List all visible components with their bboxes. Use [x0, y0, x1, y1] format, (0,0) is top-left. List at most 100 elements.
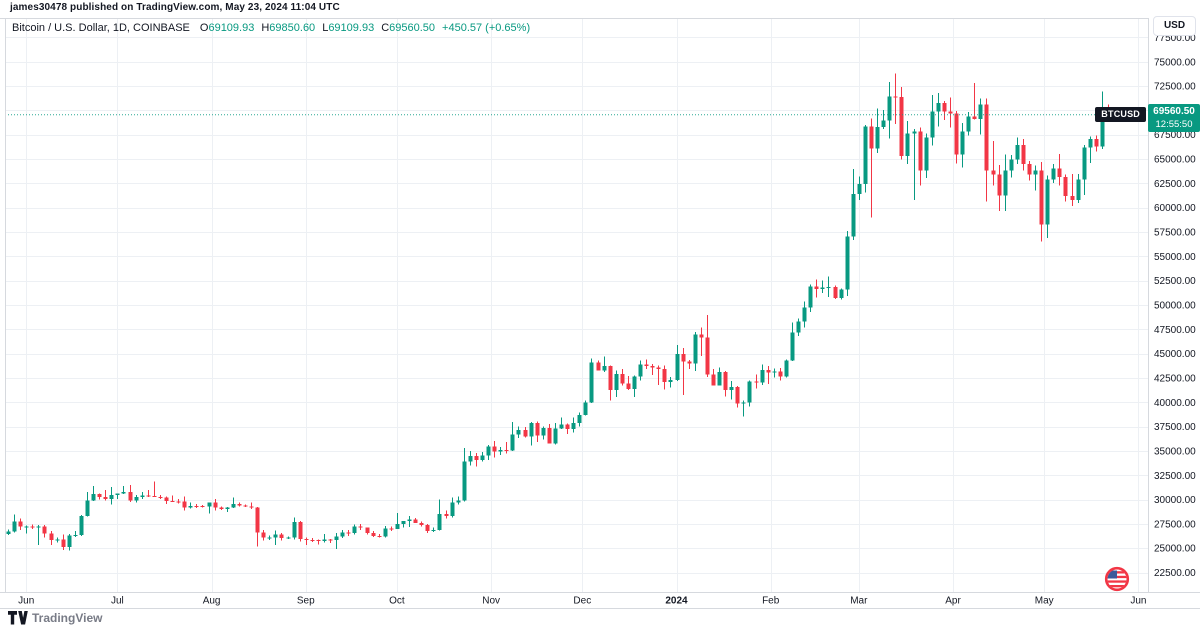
candle-body — [735, 386, 740, 404]
currency-button[interactable]: USD — [1153, 16, 1196, 36]
candle-body — [352, 526, 357, 533]
candle-body — [79, 515, 84, 536]
candle-body — [839, 289, 844, 298]
month-label: Jun — [18, 596, 34, 607]
candle-body — [954, 113, 959, 155]
candle-body — [316, 540, 321, 542]
candle-body — [1015, 145, 1020, 160]
candle-body — [960, 131, 965, 155]
candle-body — [820, 287, 825, 289]
candle-body — [121, 491, 126, 494]
candle-body — [49, 533, 54, 540]
symbol-title: Bitcoin / U.S. Dollar, 1D, COINBASE — [12, 22, 190, 34]
candle-body — [492, 446, 497, 452]
month-label: Mar — [850, 596, 868, 607]
tradingview-logo-icon[interactable] — [8, 611, 28, 625]
candle-body — [437, 513, 442, 531]
candle-body — [1063, 176, 1068, 197]
candle-body — [784, 360, 789, 377]
candle-body — [200, 506, 205, 508]
candle-body — [67, 535, 72, 547]
candle-body — [918, 131, 923, 171]
candle-body — [547, 427, 552, 444]
candle-body — [334, 536, 339, 541]
symbol-legend[interactable]: Bitcoin / U.S. Dollar, 1D, COINBASE O6910… — [12, 22, 530, 34]
open-label: O — [199, 22, 209, 34]
candle-body — [948, 111, 953, 114]
candle-body — [194, 505, 199, 507]
candle-body — [322, 539, 327, 541]
candle-body — [796, 321, 801, 333]
candle-body — [407, 519, 412, 522]
change-value: +450.57 (+0.65%) — [442, 22, 531, 34]
candle-body — [504, 450, 509, 452]
candle-body — [42, 526, 47, 534]
candle-body — [255, 507, 260, 533]
candle-body — [207, 502, 212, 507]
candle-body — [425, 524, 430, 532]
candle-body — [298, 521, 303, 540]
candle-body — [778, 371, 783, 377]
candle-body — [36, 526, 41, 528]
candle-body — [103, 496, 108, 499]
candle-body — [936, 102, 941, 112]
candle-body — [1027, 163, 1032, 175]
candle-body — [772, 371, 777, 373]
candle-body — [97, 494, 102, 497]
candle-body — [6, 531, 11, 535]
candle-body — [802, 307, 807, 322]
candle-body — [596, 362, 601, 371]
candle-body — [389, 528, 394, 530]
candle-body — [1094, 139, 1099, 147]
candle-body — [942, 102, 947, 112]
y-tick-label: 30000.00 — [1154, 495, 1196, 506]
candle-body — [371, 532, 376, 537]
candle-body — [863, 126, 868, 184]
candle-body — [401, 521, 406, 524]
candle-body — [249, 506, 254, 508]
y-tick-label: 52500.00 — [1154, 276, 1196, 287]
candle-body — [55, 539, 60, 541]
tradingview-brand[interactable]: TradingView — [32, 611, 103, 625]
high-label: H — [261, 22, 270, 34]
month-label: Feb — [762, 596, 780, 607]
y-tick-label: 55000.00 — [1154, 252, 1196, 263]
year-label: 2024 — [665, 596, 688, 607]
candle-body — [1045, 179, 1050, 225]
candle-body — [833, 287, 838, 298]
candle-body — [905, 133, 910, 157]
candle-body — [237, 503, 242, 506]
y-tick-label: 35000.00 — [1154, 446, 1196, 457]
last-price-label[interactable]: 69560.50 12:55:50 — [1148, 104, 1200, 132]
y-tick-label: 67500.00 — [1154, 130, 1196, 141]
candle-body — [12, 521, 17, 532]
candle-body — [450, 502, 455, 516]
candle-body — [164, 497, 169, 501]
candle-body — [358, 526, 363, 528]
month-label: Oct — [389, 596, 405, 607]
time-scale-labels[interactable]: Jun Jul Aug Sep Oct Nov Dec 2024 Feb Mar Apr May Jun — [18, 596, 1146, 607]
candle-body — [717, 372, 722, 386]
candle-body — [535, 422, 540, 436]
month-label: Dec — [573, 596, 591, 607]
candle-body — [73, 535, 78, 537]
candle-body — [583, 402, 588, 416]
candle-body — [219, 507, 224, 509]
candle-body — [529, 422, 534, 437]
candle-body — [1039, 170, 1044, 225]
candle-body — [24, 526, 29, 528]
candle-body — [675, 354, 680, 381]
candle-body — [705, 337, 710, 375]
candle-body — [377, 536, 382, 538]
y-tick-label: 27500.00 — [1154, 519, 1196, 530]
candle-body — [608, 366, 613, 391]
candle-body — [881, 120, 886, 127]
candle-body — [662, 368, 667, 383]
candle-body — [1088, 139, 1093, 148]
candle-body — [304, 539, 309, 541]
candle-body — [365, 527, 370, 533]
candle-body — [997, 174, 1002, 196]
candle-body — [61, 539, 66, 547]
candle-body — [887, 96, 892, 121]
